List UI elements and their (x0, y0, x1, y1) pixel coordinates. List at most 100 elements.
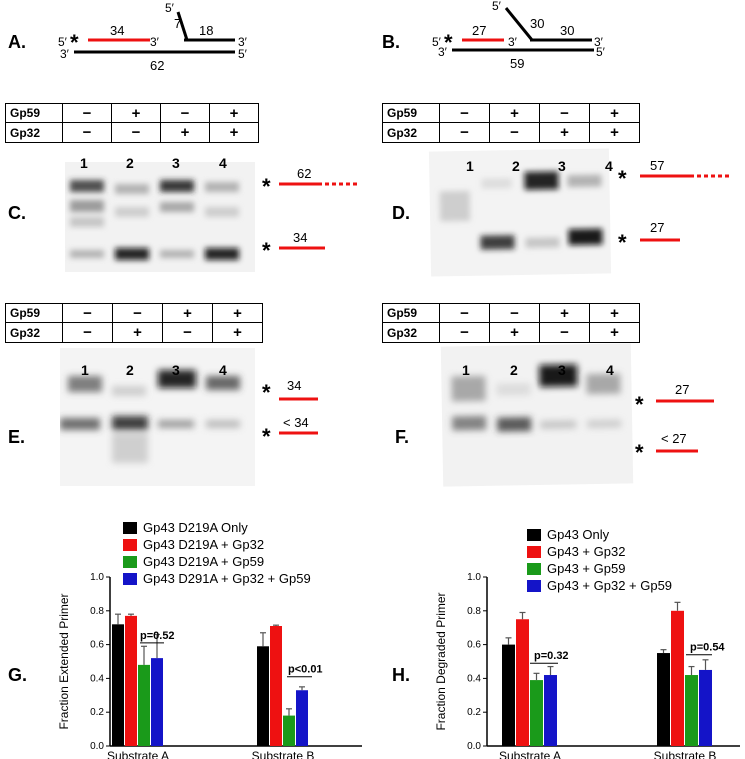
lane-number: 3 (172, 155, 180, 171)
chart-h: Gp43 Only Gp43 + Gp32 Gp43 + Gp59 Gp43 + Gp… (434, 527, 740, 759)
legend-entry: Gp43 D219A + Gp32 (143, 537, 264, 552)
e-band-bottom-label: < 34 (283, 415, 309, 430)
table-row-label: Gp59 (382, 103, 440, 123)
condition-table-e: Gp59− − + + Gp32− + − + (5, 303, 263, 343)
y-tick-label: 1.0 (90, 572, 104, 583)
panel-label-c: C. (8, 203, 26, 223)
b-3prime-right: 3′ (594, 35, 604, 49)
panel-label-a: A. (8, 32, 26, 52)
legend-entry: Gp43 Only (547, 527, 610, 542)
panel-label-e: E. (8, 427, 26, 447)
y-tick-label: 1.0 (467, 572, 481, 583)
table-cell: − (63, 103, 112, 123)
table-cell: − (540, 323, 590, 343)
y-axis-label: Fraction Extended Primer (57, 593, 71, 729)
a-flap-strand (176, 11, 189, 41)
lane-number: 3 (558, 158, 566, 174)
y-tick-label: 0.4 (90, 673, 104, 684)
panel-label-f: F. (395, 427, 410, 447)
gel-image-d (428, 148, 612, 277)
d-band-top-label: 57 (650, 158, 664, 173)
table-cell: − (440, 323, 490, 343)
bar (699, 669, 712, 746)
lane-number: 4 (219, 362, 227, 378)
e-star-top: * (262, 380, 271, 405)
table-cell: + (210, 103, 259, 123)
table-row-label: Gp59 (382, 303, 440, 323)
y-tick-label: 0.8 (467, 606, 481, 617)
y-tick-label: 0.2 (90, 707, 104, 718)
bar (685, 675, 698, 746)
p-value-label: p=0.54 (690, 642, 725, 654)
lane-number: 3 (558, 362, 566, 378)
y-axis-label: Fraction Degraded Primer (434, 592, 448, 730)
f-band-bottom-label: < 27 (661, 431, 687, 446)
table-row-label: Gp59 (5, 303, 63, 323)
table-cell: + (213, 323, 263, 343)
table-row-label: Gp32 (382, 323, 440, 343)
panel-label-b: B. (382, 32, 400, 52)
a-len-62: 62 (150, 58, 164, 73)
f-band-top-label: 27 (675, 382, 689, 397)
b-5prime-left: 5′ (432, 35, 442, 49)
bar (657, 653, 670, 746)
legend-swatch (123, 539, 137, 551)
table-cell: + (490, 323, 540, 343)
table-cell: − (113, 303, 163, 323)
e-star-bottom: * (262, 424, 271, 449)
f-star-bottom: * (635, 440, 644, 465)
b-len-27: 27 (472, 23, 486, 38)
table-cell: + (590, 303, 640, 323)
bar (270, 626, 282, 746)
d-star-bottom: * (618, 230, 627, 255)
lane-number: 2 (126, 155, 134, 171)
p-value-label: p=0.32 (534, 650, 569, 662)
f-star-top: * (635, 392, 644, 417)
table-cell: + (490, 103, 540, 123)
panel-b-substrate-diagram: 5′ 30 30 5′ * 27 3′ 3′ 3′ 5′ 59 (432, 0, 606, 71)
lane-number: 2 (512, 158, 520, 174)
bar (151, 658, 163, 746)
a-len-7: 7 (174, 16, 181, 31)
table-cell: + (213, 303, 263, 323)
a-5prime-top: 5′ (165, 1, 175, 15)
table-row-label: Gp59 (5, 103, 63, 123)
bar (138, 664, 150, 746)
y-tick-label: 0.6 (467, 640, 481, 651)
c-band-top-label: 62 (297, 166, 311, 181)
table-cell: + (590, 103, 640, 123)
table-cell: − (440, 123, 490, 143)
panel-label-d: D. (392, 203, 410, 223)
category-label: Substrate A (499, 749, 561, 759)
table-row-label: Gp32 (5, 123, 63, 143)
table-cell: − (63, 123, 112, 143)
y-tick-label: 0.8 (90, 606, 104, 617)
a-len-18: 18 (199, 23, 213, 38)
chart-g: Gp43 D219A Only Gp43 D219A + Gp32 Gp43 D21… (57, 520, 362, 759)
legend-swatch (123, 556, 137, 568)
legend-swatch (527, 580, 541, 592)
bar (671, 610, 684, 746)
lane-number: 4 (605, 158, 613, 174)
legend-entry: Gp43 D291A + Gp32 + Gp59 (143, 571, 311, 586)
legend-entry: Gp43 + Gp59 (547, 561, 625, 576)
table-cell: − (161, 103, 210, 123)
lane-number: 4 (219, 155, 227, 171)
category-label: Substrate B (252, 749, 315, 759)
bar (283, 715, 295, 746)
lane-number: 1 (462, 362, 470, 378)
bar (257, 646, 269, 746)
legend-swatch (527, 529, 541, 541)
d-star-top: * (618, 166, 627, 191)
lane-number: 1 (80, 155, 88, 171)
category-label: Substrate B (654, 749, 717, 759)
a-len-34: 34 (110, 23, 124, 38)
a-5prime-left: 5′ (58, 35, 68, 49)
table-cell: − (440, 103, 490, 123)
table-cell: − (63, 303, 113, 323)
condition-table-d: Gp59− + − + Gp32− − + + (382, 103, 640, 143)
panel-label-g: G. (8, 665, 28, 685)
b-flap-strand (504, 7, 534, 41)
bar (502, 644, 515, 746)
bar (125, 615, 137, 746)
